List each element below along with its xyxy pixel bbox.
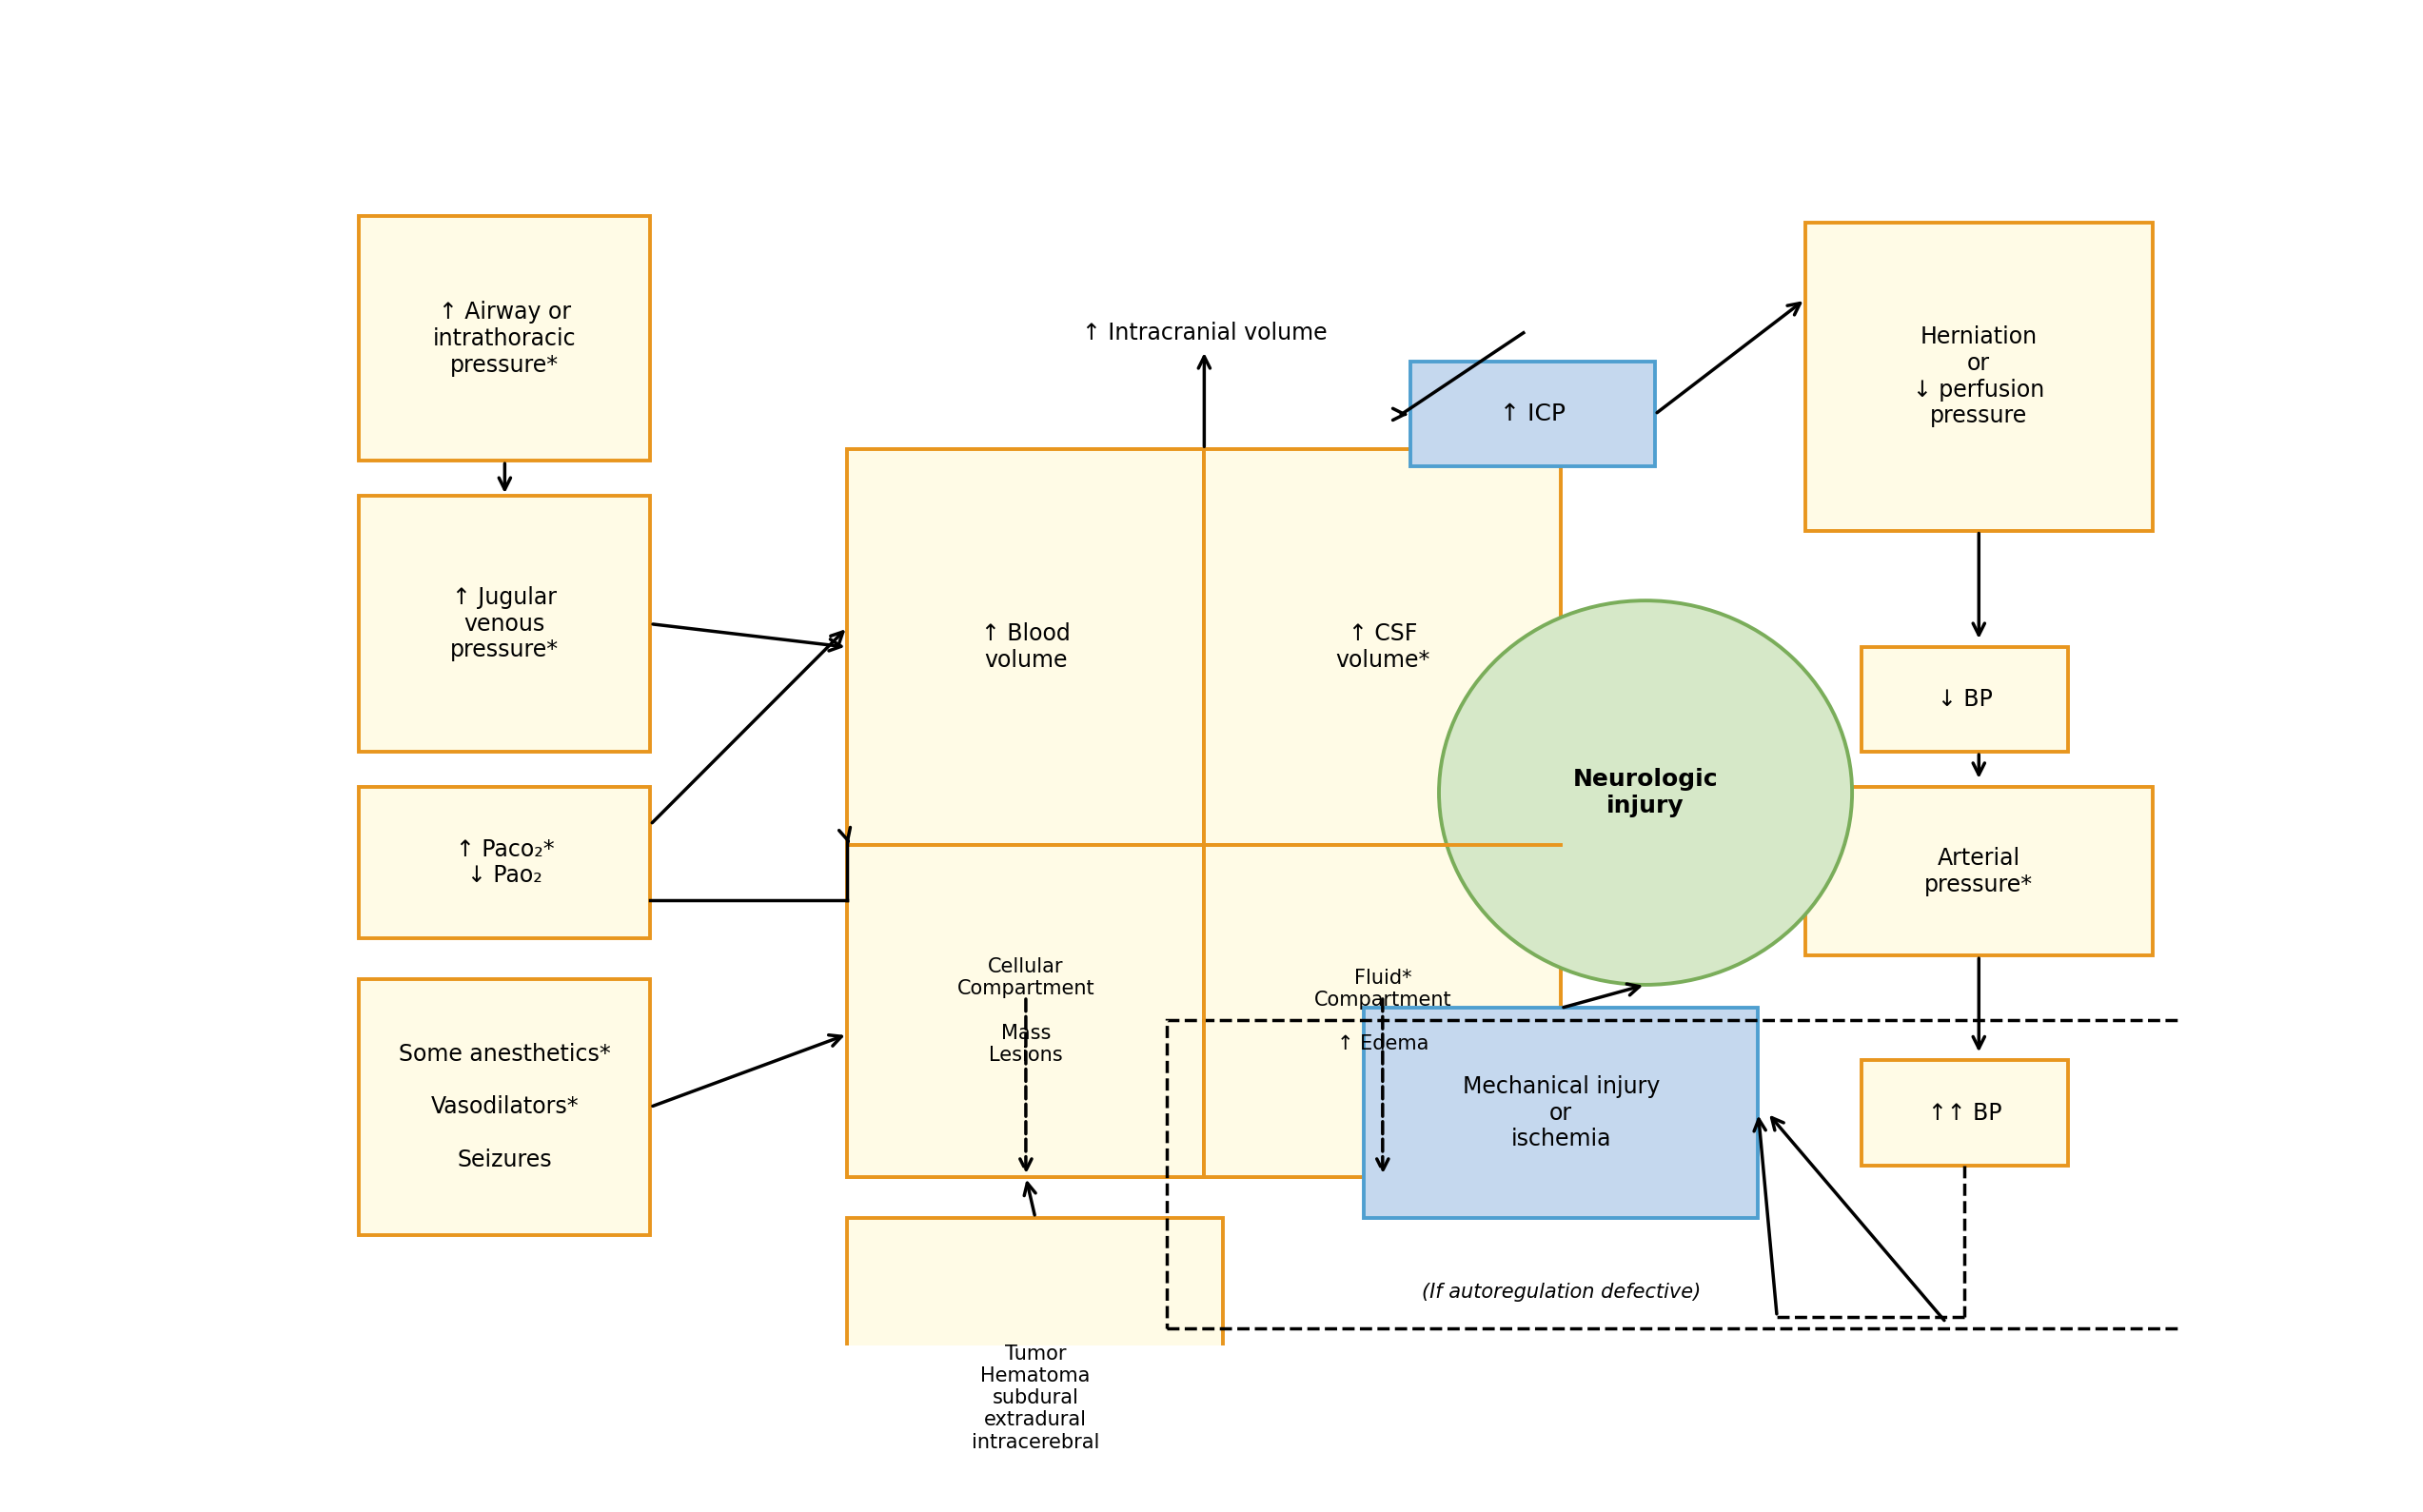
Text: Neurologic
injury: Neurologic injury [1573, 768, 1718, 818]
Text: ↓ BP: ↓ BP [1938, 688, 1992, 711]
Text: ↑ ICP: ↑ ICP [1500, 402, 1565, 426]
Text: Cellular
Compartment

Mass
Lesions: Cellular Compartment Mass Lesions [957, 957, 1095, 1064]
FancyBboxPatch shape [359, 496, 649, 751]
Text: ↑ Blood
volume: ↑ Blood volume [981, 623, 1071, 671]
Text: ↑ Paco₂*
↓ Pao₂: ↑ Paco₂* ↓ Pao₂ [456, 838, 555, 888]
FancyBboxPatch shape [359, 786, 649, 937]
FancyBboxPatch shape [1204, 845, 1560, 1176]
FancyBboxPatch shape [359, 978, 649, 1235]
FancyBboxPatch shape [359, 216, 649, 461]
Text: Arterial
pressure*: Arterial pressure* [1924, 847, 2033, 897]
Ellipse shape [1439, 600, 1851, 984]
Text: ↑ Intracranial volume: ↑ Intracranial volume [1083, 322, 1328, 345]
FancyBboxPatch shape [848, 845, 1204, 1176]
FancyBboxPatch shape [1805, 786, 2152, 956]
FancyBboxPatch shape [848, 449, 1204, 845]
FancyBboxPatch shape [1364, 1009, 1759, 1217]
Text: Tumor
Hematoma
subdural
extradural
intracerebral: Tumor Hematoma subdural extradural intra… [972, 1344, 1100, 1452]
Text: ↑ CSF
volume*: ↑ CSF volume* [1335, 623, 1430, 671]
Text: ↑ Jugular
venous
pressure*: ↑ Jugular venous pressure* [451, 587, 560, 662]
Text: Herniation
or
↓ perfusion
pressure: Herniation or ↓ perfusion pressure [1914, 325, 2045, 428]
Text: Fluid*
Compartment

↑ Edema: Fluid* Compartment ↑ Edema [1313, 968, 1451, 1054]
Text: ↑ Airway or
intrathoracic
pressure*: ↑ Airway or intrathoracic pressure* [434, 301, 577, 376]
FancyBboxPatch shape [1861, 1060, 2069, 1166]
FancyBboxPatch shape [1861, 647, 2069, 751]
FancyBboxPatch shape [848, 449, 1560, 1176]
FancyBboxPatch shape [1410, 361, 1655, 467]
FancyBboxPatch shape [1204, 449, 1560, 845]
FancyBboxPatch shape [848, 1217, 1224, 1512]
Text: Mechanical injury
or
ischemia: Mechanical injury or ischemia [1463, 1075, 1660, 1151]
Text: ↑↑ BP: ↑↑ BP [1929, 1101, 2001, 1125]
Text: (If autoregulation defective): (If autoregulation defective) [1422, 1282, 1701, 1302]
Text: Some anesthetics*

Vasodilators*

Seizures: Some anesthetics* Vasodilators* Seizures [400, 1043, 611, 1172]
FancyBboxPatch shape [1805, 222, 2152, 531]
